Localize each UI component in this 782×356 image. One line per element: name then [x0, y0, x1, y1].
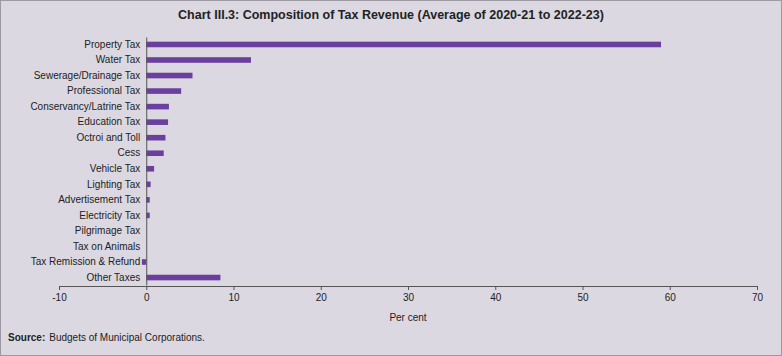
y-tick-label: Octroi and Toll — [77, 132, 141, 143]
y-tick-label: Professional Tax — [67, 85, 140, 96]
y-tick: Vehicle Tax — [90, 163, 146, 174]
y-axis: Property Tax Water Tax Sewerage/Drainage T… — [30, 38, 146, 286]
source-text: Budgets of Municipal Corporations. — [49, 332, 205, 343]
y-tick: Professional Tax — [67, 85, 146, 96]
bar — [146, 275, 220, 281]
bar — [146, 88, 181, 94]
x-tick-mark — [234, 286, 235, 290]
y-tick-label: Sewerage/Drainage Tax — [34, 70, 141, 81]
bar — [146, 104, 169, 110]
y-tick-label: Tax Remission & Refund — [31, 256, 141, 267]
x-tick-label: 50 — [577, 292, 589, 303]
x-tick: 0 — [144, 286, 150, 303]
x-tick: 30 — [403, 286, 415, 303]
y-tick: Electricity Tax — [79, 210, 146, 221]
y-tick-label: Conservancy/Latrine Tax — [30, 101, 140, 112]
x-tick-label: 60 — [665, 292, 677, 303]
x-tick-label: 10 — [228, 292, 240, 303]
y-tick: Pilgrimage Tax — [75, 225, 146, 236]
x-axis-line — [60, 287, 758, 291]
source-label: Source: — [8, 332, 45, 343]
y-tick: Education Tax — [78, 116, 147, 127]
y-tick-label: Electricity Tax — [79, 210, 140, 221]
bar — [146, 119, 168, 125]
x-tick-mark — [495, 286, 496, 290]
bar — [146, 150, 163, 156]
x-tick-label: 30 — [403, 292, 415, 303]
y-tick-label: Lighting Tax — [87, 179, 140, 190]
y-tick-label: Cess — [117, 147, 140, 158]
bar — [146, 166, 154, 172]
x-tick: -10 — [52, 286, 67, 303]
bar — [146, 42, 661, 48]
x-tick: 70 — [752, 286, 764, 303]
bars — [142, 42, 661, 281]
y-tick: Other Taxes — [87, 272, 147, 283]
bar — [142, 259, 146, 265]
y-tick: Tax on Animals — [73, 241, 146, 252]
x-axis-title: Per cent — [389, 312, 426, 323]
x-axis: -10 0 10 20 30 40 50 60 70 — [52, 286, 763, 303]
y-tick: Water Tax — [96, 54, 146, 65]
y-tick: Sewerage/Drainage Tax — [34, 70, 147, 81]
y-tick: Tax Remission & Refund — [31, 256, 147, 267]
x-tick-label: -10 — [52, 292, 67, 303]
x-tick: 10 — [228, 286, 240, 303]
x-tick-label: 0 — [144, 292, 150, 303]
chart: Chart III.3: Composition of Tax Revenue … — [0, 0, 782, 356]
y-tick: Lighting Tax — [87, 179, 146, 190]
x-tick-mark — [583, 286, 584, 290]
x-tick-mark — [670, 286, 671, 290]
y-tick: Conservancy/Latrine Tax — [30, 101, 146, 112]
x-tick-mark — [757, 286, 758, 290]
x-tick: 20 — [316, 286, 328, 303]
y-tick-label: Water Tax — [96, 54, 140, 65]
y-tick-label: Advertisement Tax — [58, 194, 140, 205]
x-tick: 40 — [490, 286, 502, 303]
bar — [146, 135, 165, 141]
y-axis-line — [146, 38, 147, 286]
y-tick: Octroi and Toll — [77, 132, 147, 143]
x-tick-mark — [146, 286, 147, 290]
background — [1, 1, 782, 356]
x-tick-label: 20 — [316, 292, 328, 303]
x-tick-label: 70 — [752, 292, 764, 303]
y-tick-label: Tax on Animals — [73, 241, 140, 252]
x-tick-label: 40 — [490, 292, 502, 303]
y-tick-label: Other Taxes — [87, 272, 141, 283]
x-tick-mark — [59, 286, 60, 290]
y-tick: Property Tax — [84, 39, 146, 50]
x-tick: 50 — [577, 286, 589, 303]
x-tick-mark — [408, 286, 409, 290]
y-tick: Advertisement Tax — [58, 194, 146, 205]
y-tick: Cess — [117, 147, 146, 158]
bar — [146, 73, 192, 79]
title: Chart III.3: Composition of Tax Revenue … — [178, 8, 604, 22]
y-tick-label: Property Tax — [84, 39, 140, 50]
x-tick-mark — [321, 286, 322, 290]
bar — [146, 57, 251, 63]
source: Source: Budgets of Municipal Corporations… — [8, 332, 205, 343]
y-tick-label: Vehicle Tax — [90, 163, 140, 174]
x-tick: 60 — [665, 286, 677, 303]
y-tick-label: Pilgrimage Tax — [75, 225, 140, 236]
y-tick-label: Education Tax — [78, 116, 141, 127]
